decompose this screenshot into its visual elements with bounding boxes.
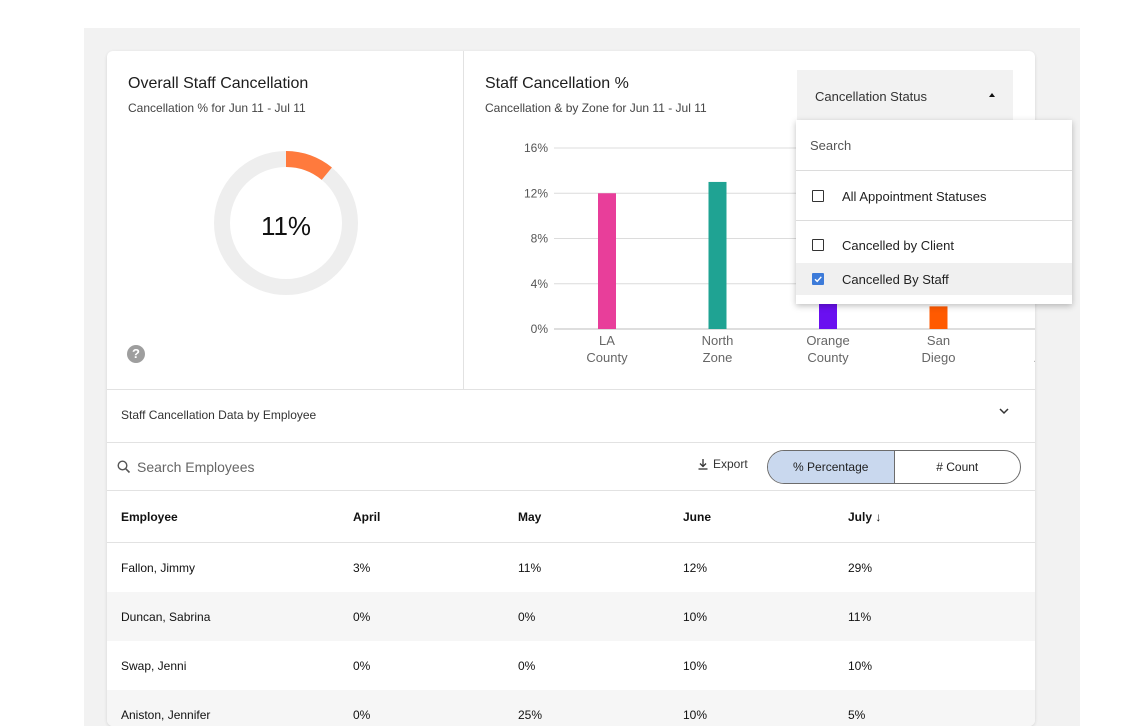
menu-item-cancelled-by-client[interactable]: Cancelled by Client xyxy=(796,229,1072,261)
table-toolbar: Search Employees Export % Percentage # C… xyxy=(107,443,1035,490)
cancellation-status-select[interactable]: Cancellation Status xyxy=(797,70,1013,121)
overall-donut: 11% xyxy=(214,151,358,295)
x-tick-label: San xyxy=(927,333,950,348)
cell-employee: Swap, Jenni xyxy=(121,658,187,673)
overall-title: Overall Staff Cancellation xyxy=(128,75,309,92)
checkbox-icon[interactable] xyxy=(812,190,824,202)
cell-employee: Fallon, Jimmy xyxy=(121,560,196,575)
menu-item-label: All Appointment Statuses xyxy=(842,188,987,204)
cell-july: 5% xyxy=(848,707,866,722)
y-tick-label: 8% xyxy=(531,232,549,246)
menu-item-cancelled-by-staff[interactable]: Cancelled By Staff xyxy=(796,263,1072,295)
cell-may: 0% xyxy=(518,609,536,624)
zone-chart-title: Staff Cancellation % xyxy=(485,75,629,92)
menu-divider xyxy=(796,220,1072,221)
table-row: Swap, Jenni 0% 0% 10% 10% xyxy=(107,641,1035,690)
export-label: Export xyxy=(713,457,748,471)
cell-may: 11% xyxy=(518,560,542,575)
checkbox-checked-icon[interactable] xyxy=(812,273,824,285)
x-tick-label: County xyxy=(807,350,849,365)
donut-arc xyxy=(214,151,358,295)
menu-divider xyxy=(796,170,1072,171)
x-tick-label: Orange xyxy=(806,333,849,348)
cell-june: 10% xyxy=(683,707,708,722)
cell-april: 3% xyxy=(353,560,371,575)
display-mode-toggle: % Percentage # Count xyxy=(767,450,1021,484)
cell-june: 10% xyxy=(683,658,708,673)
x-tick-label: LA xyxy=(599,333,615,348)
menu-item-label: Cancelled by Client xyxy=(842,237,955,253)
menu-item-all-statuses[interactable]: All Appointment Statuses xyxy=(796,180,1072,212)
help-icon[interactable]: ? xyxy=(127,345,145,363)
cell-july: 29% xyxy=(848,560,873,575)
overall-cancellation-panel: Overall Staff Cancellation Cancellation … xyxy=(107,51,464,389)
search-placeholder: Search Employees xyxy=(137,459,255,475)
cell-july: 11% xyxy=(848,609,872,624)
menu-search-input[interactable]: Search xyxy=(810,138,852,153)
cell-employee: Aniston, Jennifer xyxy=(121,707,211,722)
header-may[interactable]: May xyxy=(518,509,542,524)
bar[interactable] xyxy=(708,181,727,329)
cell-april: 0% xyxy=(353,707,371,722)
caret-up-icon xyxy=(989,93,995,97)
select-label: Cancellation Status xyxy=(815,89,928,104)
checkbox-icon[interactable] xyxy=(812,239,824,251)
table-row: Aniston, Jennifer 0% 25% 10% 5% xyxy=(107,690,1035,726)
x-tick-label: Zone xyxy=(1034,350,1035,365)
y-tick-label: 4% xyxy=(531,277,549,291)
overall-subtitle: Cancellation % for Jun 11 - Jul 11 xyxy=(128,101,306,115)
cell-may: 0% xyxy=(518,658,536,673)
download-icon xyxy=(698,459,708,470)
x-tick-label: County xyxy=(586,350,628,365)
cell-july: 10% xyxy=(848,658,873,673)
section-title: Staff Cancellation Data by Employee xyxy=(121,408,317,422)
employee-table: Employee April May June July ↓ Fallon, J… xyxy=(107,491,1035,726)
divider xyxy=(107,442,1035,443)
cell-may: 25% xyxy=(518,707,543,722)
header-april[interactable]: April xyxy=(353,509,381,524)
header-july[interactable]: July ↓ xyxy=(848,509,882,524)
overall-value: 11% xyxy=(261,211,311,241)
header-june[interactable]: June xyxy=(683,509,712,524)
cell-employee: Duncan, Sabrina xyxy=(121,609,211,624)
x-tick-label: Zone xyxy=(703,350,733,365)
cancellation-status-menu: Search All Appointment Statuses Cancelle… xyxy=(796,120,1072,304)
cell-april: 0% xyxy=(353,609,371,624)
divider xyxy=(107,490,1035,491)
chevron-down-icon[interactable] xyxy=(997,404,1011,418)
table-row: Fallon, Jimmy 3% 11% 12% 29% xyxy=(107,543,1035,592)
y-tick-label: 0% xyxy=(531,322,549,336)
bar[interactable] xyxy=(598,193,616,329)
count-toggle[interactable]: # Count xyxy=(936,460,979,474)
zone-chart-subtitle: Cancellation & by Zone for Jun 11 - Jul … xyxy=(485,101,707,115)
export-button[interactable]: Export xyxy=(697,457,748,471)
employee-search-input[interactable]: Search Employees xyxy=(117,455,255,479)
employee-section-header[interactable]: Staff Cancellation Data by Employee xyxy=(107,390,1035,442)
menu-item-label: Cancelled By Staff xyxy=(842,271,949,287)
header-employee[interactable]: Employee xyxy=(121,509,178,524)
cell-june: 12% xyxy=(683,560,708,575)
percentage-toggle[interactable]: % Percentage xyxy=(768,451,895,483)
cell-april: 0% xyxy=(353,658,371,673)
x-tick-label: Diego xyxy=(922,350,956,365)
table-header-row: Employee April May June July ↓ xyxy=(107,491,1035,543)
y-tick-label: 12% xyxy=(524,186,548,200)
search-icon xyxy=(117,460,131,474)
table-row: Duncan, Sabrina 0% 0% 10% 11% xyxy=(107,592,1035,641)
x-tick-label: North xyxy=(702,333,734,348)
cell-june: 10% xyxy=(683,609,708,624)
divider xyxy=(107,389,1035,390)
y-tick-label: 16% xyxy=(524,141,548,155)
bar[interactable] xyxy=(929,306,948,329)
